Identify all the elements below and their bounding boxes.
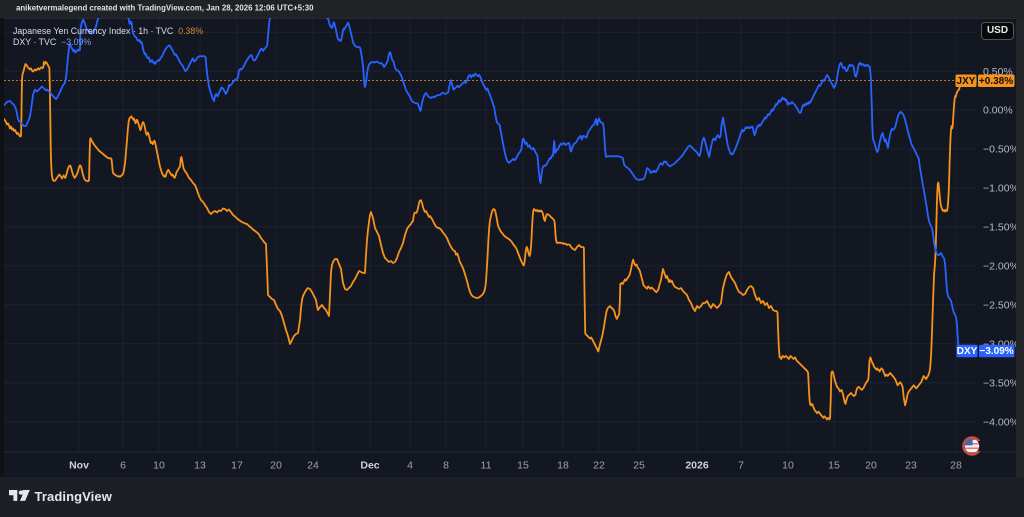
svg-text:−2.50%: −2.50% xyxy=(983,300,1016,312)
svg-text:20: 20 xyxy=(270,460,282,472)
svg-text:Dec: Dec xyxy=(360,460,379,472)
svg-text:2026: 2026 xyxy=(685,460,709,472)
svg-text:−1.50%: −1.50% xyxy=(983,222,1016,234)
svg-text:18: 18 xyxy=(557,460,569,472)
svg-text:0.00%: 0.00% xyxy=(983,105,1013,117)
svg-text:−3.09%: −3.09% xyxy=(979,346,1013,357)
svg-text:24: 24 xyxy=(307,460,319,472)
svg-text:15: 15 xyxy=(517,460,529,472)
svg-text:22: 22 xyxy=(593,460,605,472)
svg-text:−0.50%: −0.50% xyxy=(983,144,1016,156)
svg-text:20: 20 xyxy=(865,460,877,472)
svg-text:25: 25 xyxy=(633,460,645,472)
svg-text:28: 28 xyxy=(950,460,962,472)
svg-text:JXY: JXY xyxy=(957,76,976,87)
svg-text:−3.50%: −3.50% xyxy=(983,377,1016,389)
svg-text:11: 11 xyxy=(481,460,492,472)
svg-text:TradingView: TradingView xyxy=(34,490,112,504)
svg-text:6: 6 xyxy=(120,460,126,472)
svg-text:7: 7 xyxy=(738,460,744,472)
svg-text:17: 17 xyxy=(231,460,243,472)
svg-text:+0.38%: +0.38% xyxy=(979,76,1013,87)
svg-text:DXY: DXY xyxy=(957,346,978,357)
svg-text:4: 4 xyxy=(407,460,413,472)
svg-text:−1.00%: −1.00% xyxy=(983,183,1016,195)
svg-text:10: 10 xyxy=(153,460,165,472)
svg-text:−4.00%: −4.00% xyxy=(983,416,1016,428)
svg-text:10: 10 xyxy=(782,460,794,472)
svg-text:15: 15 xyxy=(828,460,840,472)
svg-text:8: 8 xyxy=(443,460,449,472)
svg-text:−2.00%: −2.00% xyxy=(983,261,1016,273)
svg-text:23: 23 xyxy=(905,460,917,472)
svg-text:Nov: Nov xyxy=(69,460,89,472)
svg-text:13: 13 xyxy=(194,460,206,472)
